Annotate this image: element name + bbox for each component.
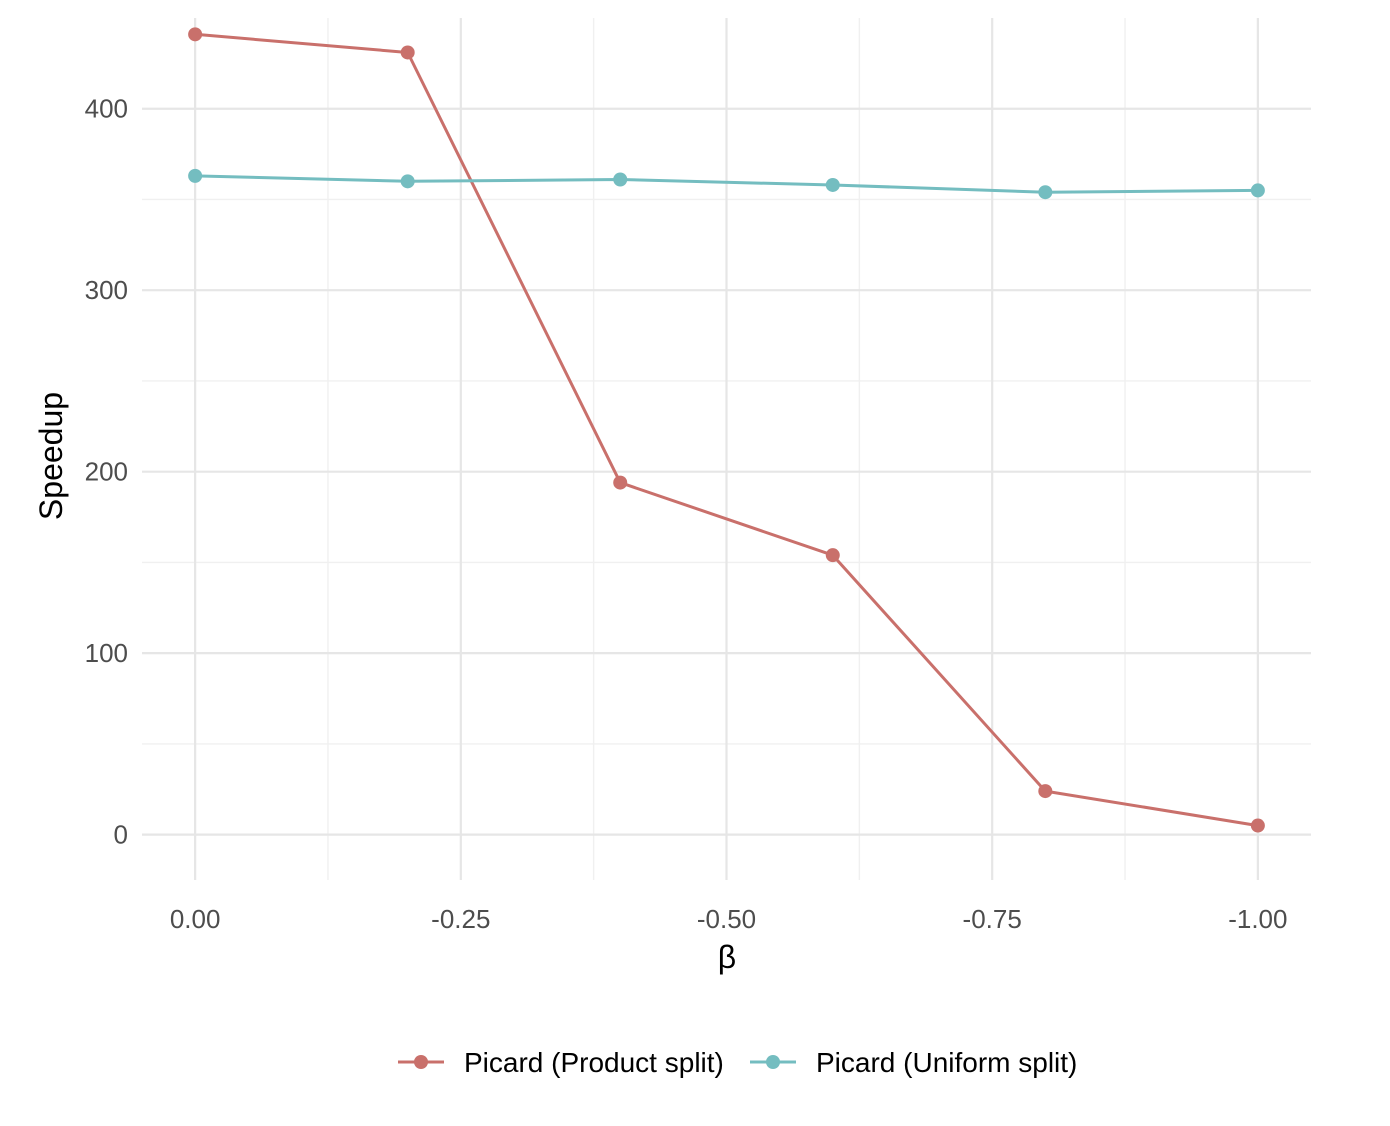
- data-point: [613, 475, 628, 490]
- legend-key-marker: [414, 1055, 428, 1069]
- data-point: [1038, 784, 1053, 799]
- x-tick-label: -0.75: [963, 904, 1022, 934]
- y-tick-label: 300: [85, 275, 128, 305]
- y-axis-title: Speedup: [33, 392, 69, 520]
- data-point: [1250, 818, 1265, 833]
- legend-key-marker: [766, 1055, 780, 1069]
- grid: [142, 18, 1311, 880]
- x-tick-label: 0.00: [170, 904, 221, 934]
- x-tick-label: -1.00: [1228, 904, 1287, 934]
- y-axis-ticks: 0 100 200 300 400: [85, 94, 128, 850]
- x-tick-label: -0.50: [697, 904, 756, 934]
- data-point: [613, 172, 628, 187]
- data-point: [1250, 183, 1265, 198]
- data-point: [188, 27, 203, 42]
- data-point: [1038, 185, 1053, 200]
- y-tick-label: 200: [85, 457, 128, 487]
- data-point: [400, 174, 415, 189]
- legend-label: Picard (Uniform split): [816, 1047, 1077, 1078]
- y-tick-label: 100: [85, 638, 128, 668]
- series-2: [188, 168, 1265, 200]
- series-line: [194, 32, 1259, 828]
- x-axis-title: β: [718, 939, 736, 975]
- series-1: [188, 27, 1265, 833]
- y-tick-label: 400: [85, 94, 128, 124]
- legend: Picard (Product split) Picard (Uniform sp…: [398, 1047, 1077, 1078]
- data-point: [825, 548, 840, 563]
- data-point: [825, 177, 840, 192]
- x-axis-ticks: 0.00 -0.25 -0.50 -0.75 -1.00: [170, 904, 1288, 934]
- series-line: [195, 174, 1258, 194]
- x-tick-label: -0.25: [431, 904, 490, 934]
- legend-item-1: Picard (Product split): [398, 1047, 724, 1078]
- legend-label: Picard (Product split): [464, 1047, 724, 1078]
- series-layer: [188, 27, 1265, 833]
- y-tick-label: 0: [114, 820, 128, 850]
- data-point: [400, 45, 415, 60]
- data-point: [188, 168, 203, 183]
- legend-item-2: Picard (Uniform split): [750, 1047, 1077, 1078]
